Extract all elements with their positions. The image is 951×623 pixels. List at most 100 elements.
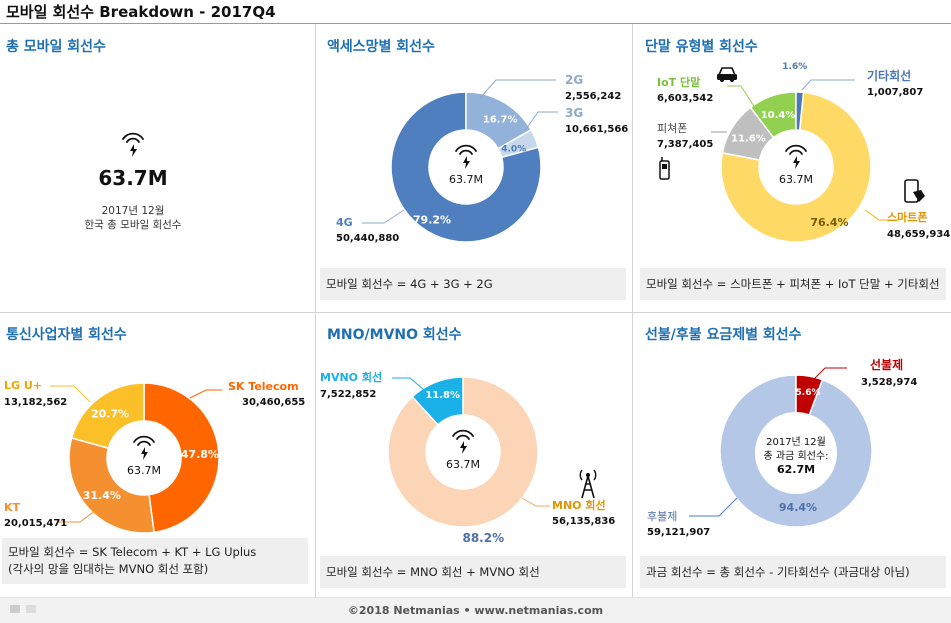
category-label: MVNO 회선 — [320, 370, 382, 384]
value-label: 13,182,562 — [4, 397, 67, 408]
leader-line — [689, 497, 738, 517]
leader-line — [523, 111, 558, 133]
lte-signal-icon — [452, 429, 474, 454]
slice-mvno-회선 — [411, 376, 464, 426]
total-value: 63.7M — [98, 166, 168, 190]
leader-line — [58, 509, 97, 523]
percent-label: 31.4% — [83, 489, 121, 502]
panel-title-access: 액세스망별 회선수 — [327, 39, 435, 55]
leader-line — [727, 85, 756, 109]
formula-billing: 과금 회선수 = 총 회선수 - 기타회선수 (과금대상 아님) — [640, 556, 946, 588]
percent-label: 94.4% — [779, 501, 817, 514]
lte-signal-icon — [785, 144, 807, 169]
leader-line — [392, 377, 425, 391]
chart-device: 76.4% 11.6% 10.4% 1.6% 63.7M 기타회선 1,007,807 IoT… — [657, 62, 950, 243]
category-label: MNO 회선 — [552, 498, 606, 512]
panel-title-total: 총 모바일 회선수 — [6, 39, 106, 55]
leader-line — [808, 367, 847, 385]
category-label: SK Telecom — [228, 380, 299, 393]
panel-title-billing: 선불/후불 요금제별 회선수 — [645, 327, 802, 343]
category-label: 3G — [565, 106, 583, 120]
formula-access: 모바일 회선수 = 4G + 3G + 2G — [320, 268, 626, 300]
category-label: IoT 단말 — [657, 75, 700, 89]
center-caption: 총 과금 회선수: — [764, 450, 829, 462]
leader-line — [362, 209, 405, 224]
category-label: 스마트폰 — [887, 210, 927, 224]
lte-signal-icon — [133, 435, 155, 460]
footer-text: ©2018 Netmanias • www.netmanias.com — [347, 604, 604, 617]
car-icon — [717, 67, 737, 82]
value-label: 59,121,907 — [647, 527, 710, 538]
center-total: 63.7M — [449, 173, 483, 186]
slice-etc — [795, 91, 805, 132]
total-caption-desc: 한국 총 모바일 회선수 — [84, 219, 182, 231]
feature-phone-icon — [659, 157, 670, 180]
category-label: 후불제 — [647, 510, 677, 523]
percent-label: 16.7% — [483, 115, 518, 126]
grid-divider-v1 — [315, 24, 316, 597]
category-label: 선불제 — [870, 357, 903, 372]
value-label: 56,135,836 — [552, 516, 615, 527]
value-label: 50,440,880 — [336, 233, 399, 244]
percent-label: 79.2% — [413, 214, 451, 227]
center-total: 62.7M — [777, 463, 815, 476]
value-label: 20,015,471 — [4, 518, 67, 529]
value-label: 7,387,405 — [657, 139, 713, 150]
slice-kt — [68, 437, 155, 534]
footer-left-icon-2 — [26, 605, 36, 613]
lte-signal-icon — [455, 144, 477, 169]
footer-left-icon — [10, 605, 20, 613]
value-label: 10,661,566 — [565, 124, 628, 135]
slice-lg-u- — [70, 382, 145, 450]
category-label: 2G — [565, 73, 583, 87]
panel-title-device: 단말 유형별 회선수 — [645, 39, 758, 55]
slice-sk-telecom — [143, 382, 220, 534]
formula-device: 모바일 회선수 = 스마트폰 + 피쳐폰 + IoT 단말 + 기타회선 — [640, 268, 946, 300]
category-label: KT — [4, 501, 21, 514]
percent-label: 47.8% — [181, 448, 219, 461]
slice-mno-회선 — [387, 376, 539, 528]
center-hole — [755, 412, 837, 494]
value-label: 6,603,542 — [657, 93, 713, 104]
page-title: 모바일 회선수 Breakdown - 2017Q4 — [6, 3, 276, 21]
value-label: 3,528,974 — [861, 377, 917, 388]
slice-4g — [390, 91, 542, 243]
category-label: 기타회선 — [867, 68, 911, 83]
category-label: 4G — [336, 216, 353, 229]
leader-line — [50, 385, 91, 403]
formula-operator-text: 모바일 회선수 = SK Telecom + KT + LG Uplus — [8, 545, 257, 559]
percent-label: 76.4% — [810, 216, 848, 229]
grid-divider-v2 — [632, 24, 633, 597]
formula-operator: 모바일 회선수 = SK Telecom + KT + LG Uplus (각사의… — [2, 538, 308, 584]
chart-operator: 47.8% 31.4% 20.7% 63.7M SK Telecom 30,460,655… — [4, 379, 305, 534]
grid-divider-h — [0, 312, 951, 313]
center-total: 63.7M — [127, 464, 161, 477]
panel-title-operator: 통신사업자별 회선수 — [6, 327, 127, 343]
value-label: 30,460,655 — [242, 397, 305, 408]
value-label: 2,556,242 — [565, 91, 621, 102]
formula-operator-note: (각사의 망을 임대하는 MVNO 회선 포함) — [8, 562, 209, 576]
leader-line — [521, 497, 550, 507]
percent-label: 4.0% — [501, 145, 526, 155]
formula-billing-text: 과금 회선수 = 총 회선수 - 기타회선수 (과금대상 아님) — [646, 565, 910, 579]
title-divider — [0, 23, 951, 24]
cell-tower-icon — [579, 469, 597, 499]
value-label: 48,659,934 — [887, 229, 950, 240]
center-total: 63.7M — [779, 173, 813, 186]
footer-bar: ©2018 Netmanias • www.netmanias.com — [0, 597, 951, 623]
chart-mno: 88.2% 11.8% 63.7M MVNO 회선 7,522,852 MNO 회선 56,… — [320, 370, 615, 545]
lte-signal-icon — [122, 132, 144, 157]
leader-line — [801, 79, 855, 91]
value-label: 7,522,852 — [320, 389, 376, 400]
center-caption: 2017년 12월 — [766, 436, 826, 448]
total-caption-date: 2017년 12월 — [101, 205, 165, 217]
category-label: 피쳐폰 — [657, 122, 687, 135]
formula-mno: 모바일 회선수 = MNO 회선 + MVNO 회선 — [320, 556, 626, 588]
formula-mno-text: 모바일 회선수 = MNO 회선 + MVNO 회선 — [326, 565, 540, 579]
leader-line — [189, 389, 222, 399]
category-label: LG U+ — [4, 379, 42, 392]
chart-access: 79.2% 16.7% 4.0% 63.7M 2G 2,556,242 3G 10,661,5… — [336, 73, 628, 244]
percent-label: 11.8% — [425, 390, 460, 401]
smartphone-icon — [904, 179, 925, 203]
